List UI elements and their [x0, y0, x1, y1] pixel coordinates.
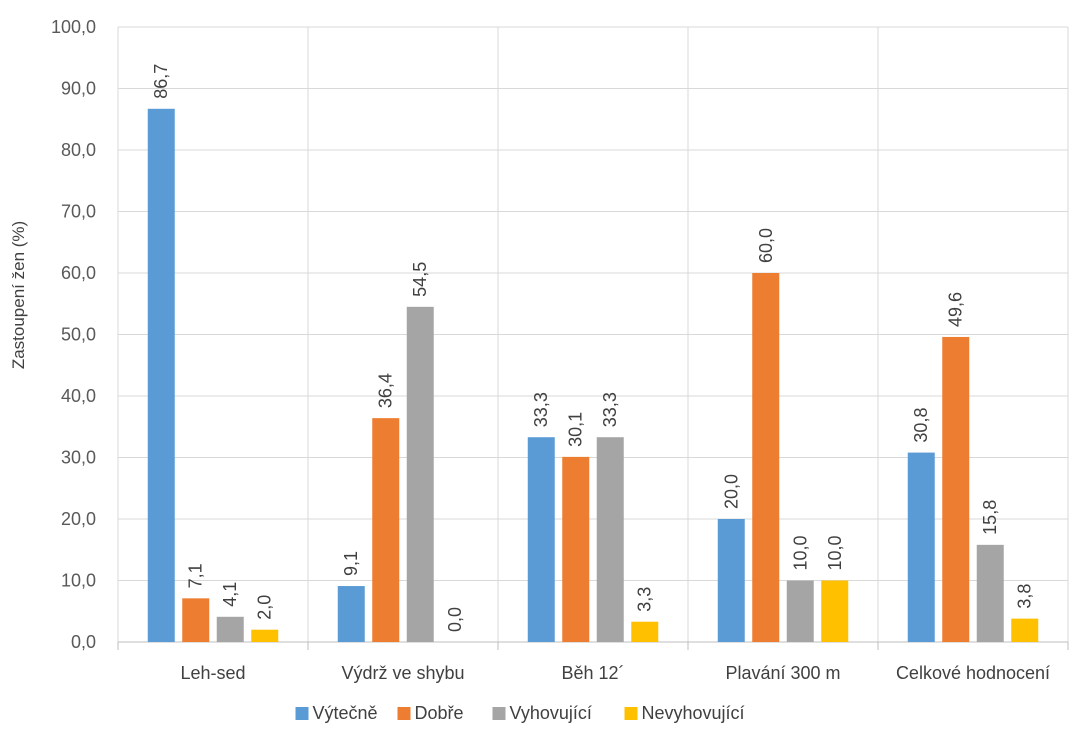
legend-label: Výtečně	[313, 703, 378, 723]
data-label: 7,1	[186, 563, 206, 588]
data-label: 9,1	[341, 551, 361, 576]
bar	[406, 306, 434, 642]
data-label: 33,3	[531, 392, 551, 427]
y-axis-title: Zastoupení žen (%)	[9, 221, 28, 369]
legend-label: Nevyhovující	[642, 703, 745, 723]
bar	[596, 437, 624, 642]
y-axis-ticks: 0,0 10,0 20,0 30,0 40,0 50,0 60,0 70,0 80,0 90,0 1…	[51, 17, 96, 652]
x-category-label: Plavání 300 m	[725, 663, 840, 683]
data-label: 36,4	[376, 373, 396, 408]
y-tick-label: 50,0	[61, 325, 96, 345]
data-label: 33,3	[600, 392, 620, 427]
bar	[216, 616, 244, 642]
data-label: 2,0	[255, 595, 275, 620]
bar	[821, 580, 849, 642]
legend-label: Vyhovující	[510, 703, 592, 723]
x-category-label: Běh 12´	[561, 663, 624, 683]
data-label: 3,3	[635, 587, 655, 612]
y-tick-label: 40,0	[61, 386, 96, 406]
bar	[631, 621, 659, 642]
legend-label: Dobře	[415, 703, 464, 723]
bar	[907, 452, 935, 642]
bar	[717, 519, 745, 642]
y-tick-label: 100,0	[51, 17, 96, 37]
bar	[752, 273, 780, 642]
y-tick-label: 10,0	[61, 571, 96, 591]
data-label: 20,0	[721, 474, 741, 509]
x-category-label: Leh-sed	[180, 663, 245, 683]
bar	[1011, 618, 1039, 642]
data-label: 10,0	[825, 535, 845, 570]
data-label: 4,1	[220, 582, 240, 607]
y-tick-label: 20,0	[61, 509, 96, 529]
data-label: 15,8	[980, 500, 1000, 535]
data-label: 10,0	[790, 535, 810, 570]
x-category-label: Výdrž ve shybu	[341, 663, 464, 683]
bar	[527, 437, 555, 642]
data-label: 54,5	[410, 262, 430, 297]
x-category-label: Celkové hodnocení	[896, 663, 1050, 683]
legend-swatch	[624, 707, 638, 720]
bar	[562, 456, 590, 642]
bar	[976, 544, 1004, 642]
bar	[372, 418, 400, 642]
data-label: 0,0	[445, 607, 465, 632]
y-tick-label: 80,0	[61, 140, 96, 160]
y-tick-label: 0,0	[71, 632, 96, 652]
data-label: 30,1	[566, 412, 586, 447]
data-label: 3,8	[1015, 584, 1035, 609]
bar	[251, 629, 279, 642]
bar	[147, 108, 175, 643]
bars	[147, 108, 1039, 643]
bar	[337, 586, 365, 642]
legend-swatch	[397, 707, 411, 720]
x-axis-categories: Leh-sed Výdrž ve shybu Běh 12´ Plavání 300 …	[180, 663, 1050, 683]
legend-swatch	[492, 707, 506, 720]
y-tick-label: 30,0	[61, 448, 96, 468]
data-label: 49,6	[946, 292, 966, 327]
legend: Výtečně Dobře Vyhovující Nevyhovující	[295, 703, 745, 723]
data-label: 86,7	[151, 64, 171, 99]
y-tick-label: 70,0	[61, 202, 96, 222]
data-label: 30,8	[911, 408, 931, 443]
y-tick-label: 90,0	[61, 79, 96, 99]
legend-swatch	[295, 707, 309, 720]
bar	[786, 580, 814, 642]
data-label: 60,0	[756, 228, 776, 263]
bar	[182, 598, 210, 642]
y-tick-label: 60,0	[61, 263, 96, 283]
bar	[942, 336, 970, 642]
data-labels: 86,7 9,1 33,3 20,0 30,8 7,1 36,4 30,1 60,0 49,6 4,…	[151, 64, 1035, 632]
